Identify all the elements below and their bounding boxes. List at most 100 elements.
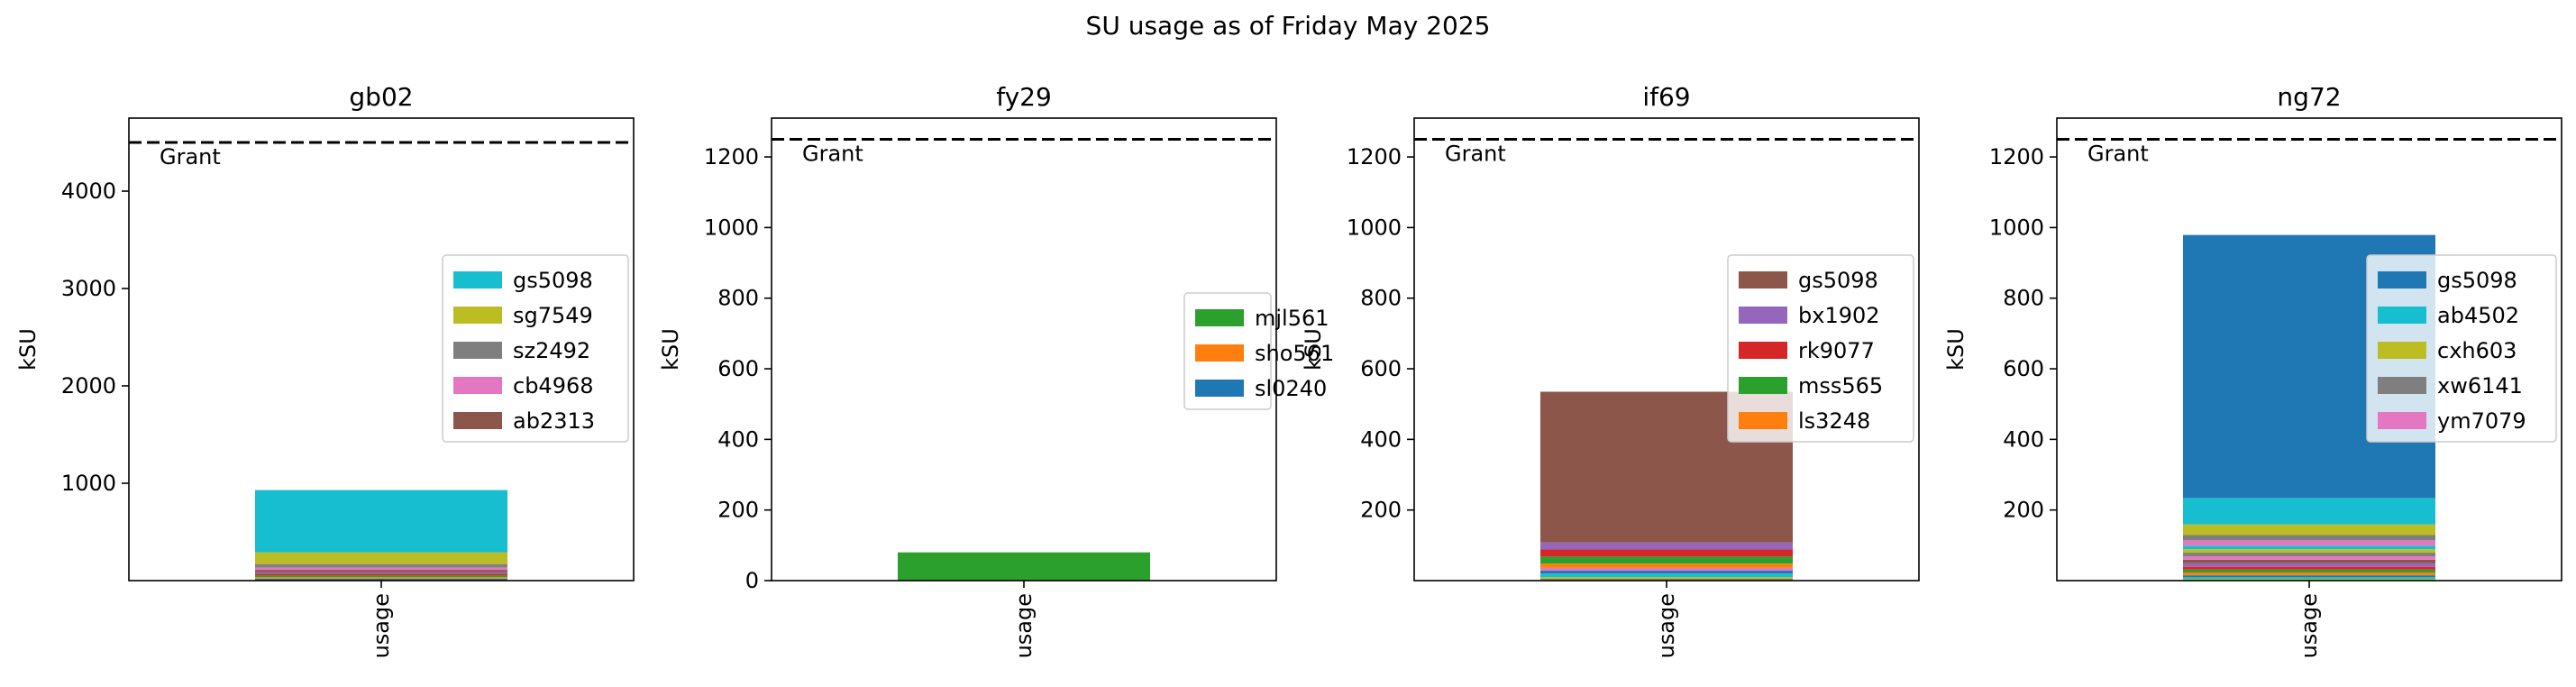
- bar-segment-bx1902: [1540, 542, 1793, 550]
- subplot-title: ng72: [2277, 82, 2341, 112]
- y-tick-label: 800: [2003, 286, 2044, 311]
- y-tick-label: 600: [2003, 356, 2044, 381]
- legend-swatch: [453, 307, 502, 324]
- subplot-ng72: ng72 kSU 200 400 600 800 1000 1200 Grant usage gs5…: [1943, 82, 2562, 658]
- y-tick-label: 400: [1360, 426, 1402, 452]
- legend-entry: bx1902: [1798, 303, 1880, 328]
- legend-entry: ym7079: [2437, 408, 2526, 434]
- bar-segment: [2183, 555, 2435, 560]
- bar-segment: [255, 572, 507, 574]
- y-tick-label: 1200: [1989, 144, 2044, 169]
- y-tick-label: 1000: [1347, 215, 1402, 240]
- y-axis-label: kSU: [15, 328, 41, 371]
- legend-box: [2366, 254, 2557, 443]
- bar-segment: [2183, 579, 2435, 581]
- y-tick-label: 200: [1360, 498, 1402, 523]
- subplot-gb02: gb02 kSU 1000 2000 3000 4000 Grant usage gs5098 s…: [15, 82, 635, 658]
- y-tick-label: 1000: [61, 471, 116, 496]
- grant-label: Grant: [160, 144, 221, 169]
- legend-entry: gs5098: [513, 268, 593, 293]
- legend-swatch: [1739, 342, 1787, 359]
- bar-segment-sg7549: [255, 552, 507, 564]
- bar-segment-gs5098: [255, 490, 507, 553]
- bar-segment: [2183, 566, 2435, 570]
- legend-entry: sl0240: [1255, 376, 1327, 401]
- y-tick-label: 400: [2003, 426, 2044, 452]
- subplot-title: fy29: [996, 82, 1052, 112]
- bar-segment: [1540, 573, 1793, 578]
- y-tick-label: 4000: [61, 179, 116, 204]
- y-tick-label: 200: [717, 498, 759, 523]
- legend: gs5098 ab4502 cxh603 xw6141 ym7079: [2366, 254, 2557, 443]
- bar-segment: [2183, 563, 2435, 567]
- legend-entry: ls3248: [1798, 408, 1870, 434]
- legend-entry: rk9077: [1798, 338, 1875, 363]
- legend: mjl561 sho561 sl0240: [1183, 292, 1334, 410]
- y-tick-label: 2000: [61, 373, 116, 398]
- legend: gs5098 bx1902 rk9077 mss565 ls3248: [1727, 254, 1914, 443]
- y-tick-label: 400: [717, 426, 759, 452]
- legend-entry: sz2492: [513, 338, 590, 363]
- x-tick-label: usage: [2297, 593, 2322, 658]
- bar-segment: [2183, 553, 2435, 556]
- bar-segment: [255, 573, 507, 576]
- subplot-if69: if69 kSU 200 400 600 800 1000 1200 Grant usage gs5…: [1301, 82, 1920, 658]
- x-tick-label: usage: [1011, 593, 1037, 658]
- bar-segment: [1540, 577, 1793, 580]
- y-tick-label: 800: [1360, 286, 1402, 311]
- bar-segment: [2183, 577, 2435, 580]
- y-axis-label: kSU: [1943, 328, 1969, 371]
- legend-entry: mjl561: [1255, 306, 1329, 331]
- y-tick-label: 600: [1360, 356, 1402, 381]
- bar-segment: [2183, 572, 2435, 576]
- legend-swatch: [2378, 377, 2426, 394]
- bar-segment: [2183, 549, 2435, 554]
- legend-swatch: [453, 377, 502, 394]
- x-tick-label: usage: [1654, 593, 1679, 658]
- bar-segment-cxh603: [2183, 524, 2435, 536]
- legend-swatch: [2378, 412, 2426, 429]
- legend-entry: sho561: [1255, 341, 1334, 366]
- bar-segment-sz2492: [255, 563, 507, 568]
- bar-segment-rk9077: [1540, 549, 1793, 557]
- legend-swatch: [2378, 271, 2426, 289]
- subplot-fy29: fy29 kSU 0 200 400 600 800 1000 1200 Grant usage mj…: [658, 82, 1334, 658]
- legend-entry: mss565: [1798, 373, 1883, 398]
- legend-entry: cxh603: [2437, 338, 2517, 363]
- subplot-title: gb02: [349, 82, 413, 112]
- bar-segment-ls3248: [1540, 563, 1793, 568]
- bar-segment-ym7079: [2183, 540, 2435, 546]
- legend-swatch: [1739, 377, 1787, 394]
- legend-box: [442, 254, 629, 443]
- legend-swatch: [1195, 309, 1244, 326]
- legend-entry: sg7549: [513, 303, 593, 328]
- bar-segment: [1540, 567, 1793, 572]
- y-tick-label: 200: [2003, 498, 2044, 523]
- y-tick-label: 600: [717, 356, 759, 381]
- legend-swatch: [1739, 412, 1787, 429]
- legend-entry: gs5098: [2437, 268, 2517, 293]
- bar-segment: [255, 578, 507, 581]
- legend-swatch: [1195, 380, 1244, 397]
- bar-segment: [2183, 545, 2435, 550]
- legend-entry: ab4502: [2437, 303, 2519, 328]
- bar-segment: [2183, 559, 2435, 563]
- y-tick-label: 800: [717, 286, 759, 311]
- bar-segment: [2183, 575, 2435, 578]
- bar-segment: [255, 575, 507, 578]
- legend-entry: cb4968: [513, 373, 594, 398]
- legend-swatch: [2378, 342, 2426, 359]
- bar-segment: [2183, 569, 2435, 572]
- legend: gs5098 sg7549 sz2492 cb4968 ab2313: [442, 254, 629, 443]
- bar-segment-ab4502: [2183, 498, 2435, 525]
- legend-entry: ab2313: [513, 408, 595, 434]
- bar-segment: [1540, 579, 1793, 581]
- y-tick-label: 1000: [704, 215, 759, 240]
- grant-label: Grant: [802, 141, 863, 166]
- legend-swatch: [453, 271, 502, 289]
- grant-label: Grant: [2087, 141, 2149, 166]
- legend-swatch: [1739, 307, 1787, 324]
- bar-segment: [1540, 571, 1793, 574]
- bar-segment-cb4968: [255, 567, 507, 571]
